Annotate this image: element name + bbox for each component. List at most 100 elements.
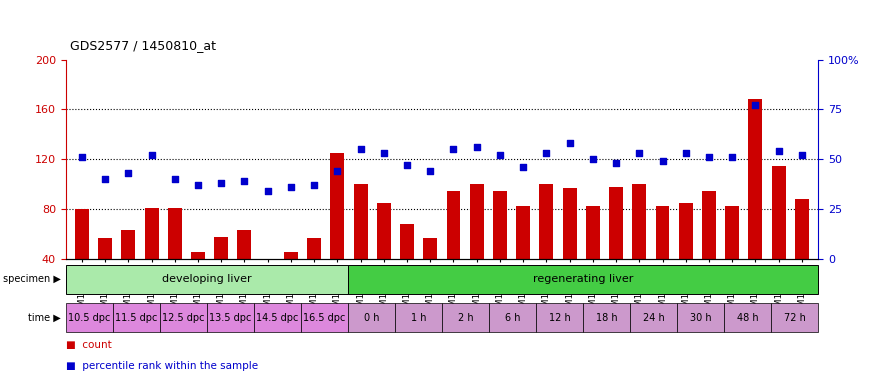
Text: 11.5 dpc: 11.5 dpc xyxy=(115,313,158,323)
Bar xyxy=(702,190,716,309)
Bar xyxy=(254,303,301,332)
Bar xyxy=(633,184,647,309)
Text: 0 h: 0 h xyxy=(364,313,379,323)
Point xyxy=(144,152,158,159)
Bar xyxy=(516,205,530,309)
Text: time ▶: time ▶ xyxy=(29,313,61,323)
Text: 13.5 dpc: 13.5 dpc xyxy=(209,313,251,323)
Bar xyxy=(206,303,254,332)
Bar xyxy=(489,303,536,332)
Point xyxy=(470,144,484,151)
Bar xyxy=(237,230,251,309)
Bar xyxy=(261,259,275,309)
Point xyxy=(307,182,321,189)
Bar xyxy=(66,265,348,294)
Point xyxy=(609,160,623,166)
Bar xyxy=(348,303,395,332)
Text: 12.5 dpc: 12.5 dpc xyxy=(162,313,205,323)
Text: developing liver: developing liver xyxy=(162,274,251,285)
Text: 2 h: 2 h xyxy=(458,313,473,323)
Bar xyxy=(168,208,182,309)
Point xyxy=(633,150,647,156)
Bar xyxy=(214,237,228,309)
Text: 30 h: 30 h xyxy=(690,313,711,323)
Text: 12 h: 12 h xyxy=(549,313,570,323)
Bar xyxy=(113,303,160,332)
Bar xyxy=(583,303,630,332)
Bar xyxy=(75,209,89,309)
Bar xyxy=(794,199,808,309)
Bar xyxy=(493,190,507,309)
Bar xyxy=(609,187,623,309)
Bar xyxy=(301,303,348,332)
Text: 48 h: 48 h xyxy=(737,313,759,323)
Point xyxy=(122,170,136,176)
Point xyxy=(794,152,808,159)
Bar xyxy=(446,190,460,309)
Bar xyxy=(748,99,762,309)
Bar xyxy=(160,303,206,332)
Text: 10.5 dpc: 10.5 dpc xyxy=(68,313,110,323)
Text: specimen ▶: specimen ▶ xyxy=(4,274,61,285)
Point xyxy=(98,176,112,182)
Text: 16.5 dpc: 16.5 dpc xyxy=(303,313,346,323)
Text: 6 h: 6 h xyxy=(505,313,520,323)
Point xyxy=(377,150,391,156)
Bar xyxy=(442,303,489,332)
Bar xyxy=(144,208,158,309)
Point xyxy=(679,150,693,156)
Point xyxy=(237,178,251,184)
Bar xyxy=(655,205,669,309)
Bar xyxy=(536,303,583,332)
Point xyxy=(400,162,414,169)
Bar xyxy=(772,166,786,309)
Bar xyxy=(284,252,298,309)
Bar xyxy=(539,184,553,309)
Text: ■  percentile rank within the sample: ■ percentile rank within the sample xyxy=(66,361,258,371)
Point xyxy=(516,164,530,170)
Bar xyxy=(400,224,414,309)
Bar xyxy=(191,252,205,309)
Point xyxy=(331,168,345,174)
Point xyxy=(772,148,786,154)
Bar xyxy=(307,238,321,309)
Bar xyxy=(66,303,113,332)
Point xyxy=(563,140,577,146)
Bar xyxy=(395,303,442,332)
Point xyxy=(725,154,739,161)
Bar xyxy=(98,238,112,309)
Bar xyxy=(122,230,136,309)
Bar xyxy=(348,265,818,294)
Point xyxy=(748,103,762,109)
Point xyxy=(655,158,669,164)
Point xyxy=(261,188,275,194)
Point xyxy=(702,154,716,161)
Bar xyxy=(725,205,739,309)
Text: GDS2577 / 1450810_at: GDS2577 / 1450810_at xyxy=(70,39,216,52)
Point xyxy=(586,156,600,162)
Point xyxy=(284,184,298,190)
Text: ■  count: ■ count xyxy=(66,340,111,350)
Point xyxy=(424,168,438,174)
Bar xyxy=(771,303,818,332)
Bar xyxy=(424,238,438,309)
Text: 1 h: 1 h xyxy=(410,313,426,323)
Bar xyxy=(470,184,484,309)
Bar xyxy=(563,188,577,309)
Bar xyxy=(679,203,693,309)
Bar xyxy=(377,203,391,309)
Bar xyxy=(677,303,724,332)
Point xyxy=(191,182,205,189)
Point xyxy=(446,146,460,152)
Text: 24 h: 24 h xyxy=(642,313,664,323)
Text: 14.5 dpc: 14.5 dpc xyxy=(256,313,298,323)
Text: 72 h: 72 h xyxy=(784,313,806,323)
Bar xyxy=(724,303,771,332)
Point xyxy=(214,180,228,186)
Bar xyxy=(586,205,599,309)
Point xyxy=(539,150,553,156)
Text: regenerating liver: regenerating liver xyxy=(533,274,634,285)
Bar xyxy=(354,184,367,309)
Bar xyxy=(630,303,677,332)
Point xyxy=(75,154,89,161)
